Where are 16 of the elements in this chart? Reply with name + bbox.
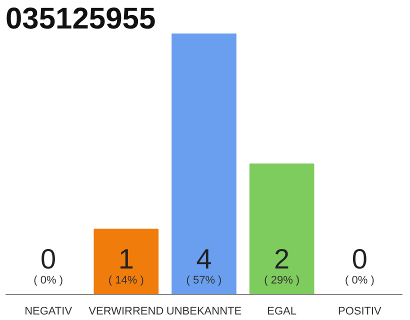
- annotation: ( 29% ): [264, 274, 300, 286]
- annotation: ( 14% ): [108, 274, 144, 286]
- data-label: 0: [40, 244, 56, 274]
- data-label: 4: [196, 244, 212, 274]
- x-tick-label: EGAL: [267, 306, 297, 318]
- annotation: ( 0% ): [345, 274, 374, 286]
- x-tick-label: UNBEKANNTE: [166, 306, 242, 318]
- chart-title: 035125955: [6, 2, 156, 36]
- data-label: 1: [118, 244, 134, 274]
- x-tick-label: NEGATIV: [24, 306, 73, 318]
- annotation: ( 0% ): [34, 274, 63, 286]
- data-label: 0: [352, 244, 368, 274]
- annotation: ( 57% ): [186, 274, 222, 286]
- data-label: 2: [274, 244, 290, 274]
- x-tick-label: POSITIV: [338, 306, 382, 318]
- x-tick-label: VERWIRREND: [88, 306, 164, 318]
